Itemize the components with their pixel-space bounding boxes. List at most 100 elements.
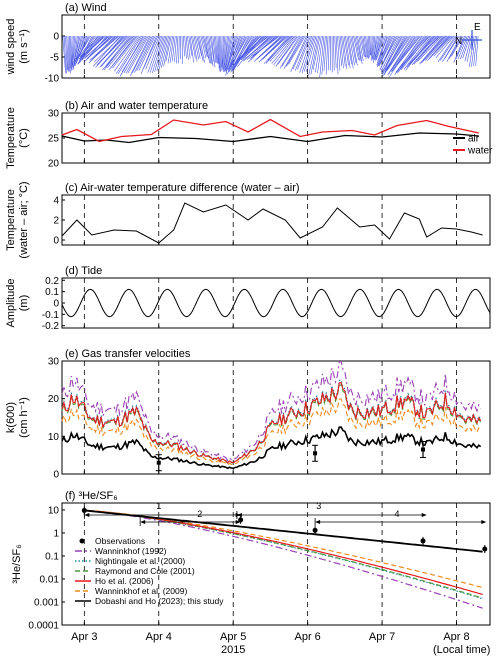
wind-stick (369, 35, 371, 56)
wind-stick (63, 35, 67, 74)
wind-stick (208, 35, 214, 67)
interval-label: 3 (316, 501, 321, 511)
he-sf6-line (84, 509, 483, 553)
wind-stick (473, 35, 478, 66)
wind-stick (269, 35, 294, 62)
arrow-head (235, 520, 241, 524)
wind-stick (371, 35, 373, 61)
wind-stick (279, 35, 301, 69)
y-tick-label: 0.2 (45, 276, 59, 287)
wind-stick (158, 35, 168, 70)
wind-stick (396, 35, 425, 74)
wind-stick (65, 35, 68, 70)
wind-stick (72, 35, 77, 68)
wind-stick (347, 35, 354, 69)
y-tick-label: 0.1 (45, 551, 59, 562)
wind-stick (444, 35, 460, 59)
wind-stick (201, 35, 208, 57)
wind-stick (260, 35, 287, 61)
wind-stick (62, 35, 66, 74)
wind-stick (439, 35, 457, 61)
wind-stick (75, 35, 86, 62)
wind-stick (380, 35, 398, 68)
legend-label: Dobashi and Ho (2023); this study (95, 596, 224, 606)
x-tick-label: Apr 5 (220, 631, 246, 643)
wind-stick (286, 35, 305, 67)
legend-label: Wanninkhof (1992) (95, 546, 167, 556)
interval-label: 1 (156, 501, 161, 511)
y-tick-label: 0 (53, 32, 59, 43)
obs-point (421, 447, 426, 452)
legend-label: air (468, 134, 480, 145)
obs-point (312, 527, 318, 533)
wind-stick (292, 35, 309, 70)
wind-stick (301, 35, 314, 74)
wind-stick (204, 35, 211, 64)
wind-stick (468, 35, 475, 68)
y-tick-label: 0 (53, 236, 59, 247)
panel-frame (61, 14, 491, 79)
wind-stick (163, 35, 171, 67)
y-tick-label: 0.01 (40, 574, 60, 585)
wind-stick (92, 35, 121, 67)
wind-stick (193, 35, 199, 60)
wind-stick (281, 35, 302, 67)
obs-point (313, 451, 318, 456)
panel-f: (f) ³He/SF₆ 10 1 0.1 0.01 0.001 0.0001 ³He/SF₆ (11, 490, 491, 632)
y-tick-label: 20 (48, 159, 60, 170)
wind-stick (242, 35, 270, 58)
legend-label: Nightingale et al. (2000) (95, 556, 185, 566)
panel-title: (d) Tide (65, 265, 102, 277)
wind-stick (143, 35, 159, 69)
wind-stick (217, 35, 220, 69)
wind-stick (297, 35, 311, 70)
obs-point (238, 517, 244, 523)
wind-stick (87, 35, 114, 59)
obs-point (420, 538, 426, 544)
wind-stick (74, 35, 84, 64)
wind-stick (211, 35, 216, 68)
wind-stick (112, 35, 139, 69)
y-axis-label: ³He/SF₆ (11, 544, 23, 583)
wind-stick (408, 35, 436, 65)
x-tick-label: Apr 7 (369, 631, 395, 643)
wind-stick (371, 35, 374, 59)
wind-stick (327, 35, 330, 71)
y-tick-label: 10 (48, 505, 60, 516)
wind-stick (334, 35, 337, 68)
wind-stick (114, 35, 140, 72)
y-tick-label: -0.1 (42, 310, 60, 321)
compass-north: N (455, 36, 462, 47)
y-tick-label: 1 (53, 528, 59, 539)
wind-stick (102, 35, 130, 71)
k600-line (61, 398, 482, 466)
wind-stick (125, 35, 148, 74)
wind-stick (349, 35, 355, 66)
wind-stick (138, 35, 156, 71)
wind-stick (362, 35, 367, 60)
wind-stick (377, 35, 389, 62)
k600-line (61, 360, 482, 462)
wind-stick (212, 35, 217, 63)
wind-stick (226, 35, 239, 70)
wind-stick (351, 35, 358, 66)
wind-stick (165, 35, 172, 62)
wind-stick (147, 35, 161, 73)
y-tick-label: 0 (53, 299, 59, 310)
y-axis-label: Temperature (5, 107, 17, 169)
panel-frame (61, 194, 491, 246)
wind-stick (221, 35, 224, 71)
wind-stick (178, 35, 180, 64)
wind-stick (91, 35, 120, 60)
arrow-head (481, 520, 487, 524)
wind-stick (70, 35, 74, 71)
wind-stick (176, 35, 179, 64)
panel-frame (61, 502, 491, 626)
arrow-head (84, 513, 90, 517)
y-axis-label: (m) (18, 295, 30, 312)
y-axis-label: k(600) (5, 402, 17, 433)
y-tick-label: 30 (48, 109, 60, 120)
